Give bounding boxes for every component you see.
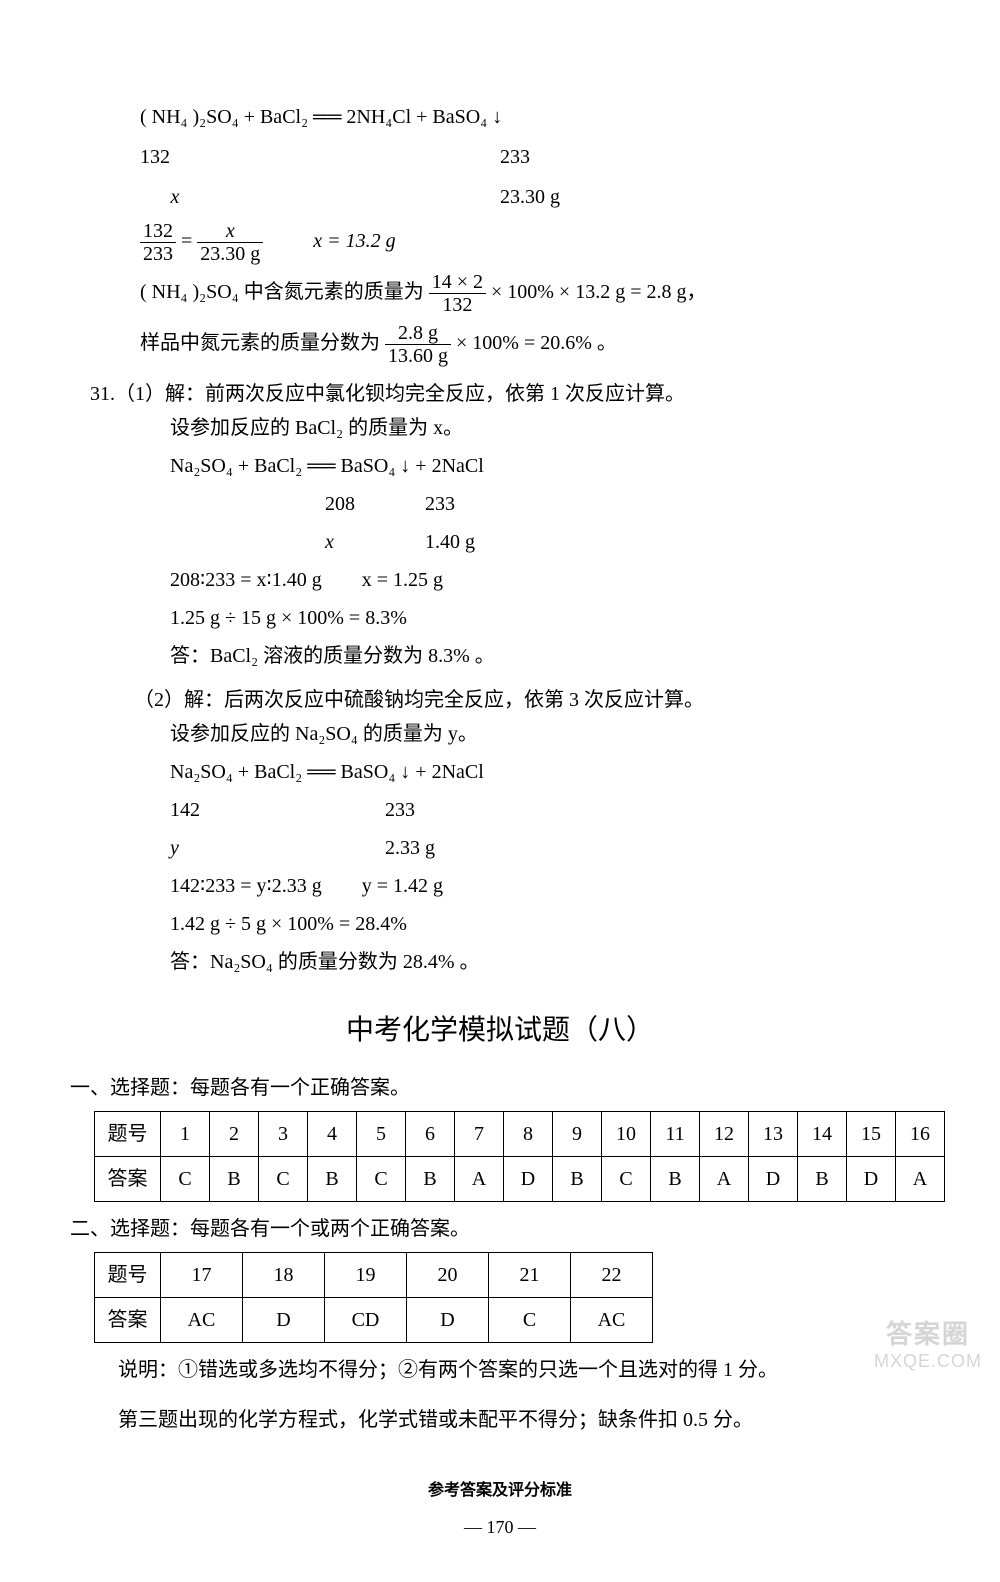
t1-a: A xyxy=(455,1156,504,1201)
t1-n: 2 xyxy=(210,1111,259,1156)
answers-table-2: 题号 17 18 19 20 21 22 答案 AC D CD D C AC xyxy=(94,1252,653,1343)
frac-s: 2.8 g 13.60 g xyxy=(385,322,451,367)
t1-a: C xyxy=(602,1156,651,1201)
frac-n: 14 × 2 132 xyxy=(429,271,486,316)
footer-page-number: — 170 — xyxy=(70,1512,930,1543)
t2-a: AC xyxy=(161,1297,243,1342)
q31-r2-ans: 答：Na₂SO₄ 的质量分数为 28.4% 。 xyxy=(170,945,930,979)
t1-a: D xyxy=(504,1156,553,1201)
q31-p2-set: 设参加反应的 Na₂SO₄ 的质量为 y。 xyxy=(170,717,930,751)
watermark-url: MXQE.COM xyxy=(874,1351,982,1372)
eq30-mass-row2: x 23.30 g xyxy=(140,180,930,214)
q31-r2-mrow1: 142 233 xyxy=(170,793,930,827)
t1-n: 6 xyxy=(406,1111,455,1156)
answers-table-1: 题号 1 2 3 4 5 6 7 8 9 10 11 12 13 14 15 1… xyxy=(94,1111,945,1202)
eq30-proportion: 132 233 = x 23.30 g x = 13.2 g xyxy=(140,220,930,265)
t1-n: 13 xyxy=(749,1111,798,1156)
t1-n: 14 xyxy=(798,1111,847,1156)
t1-n: 16 xyxy=(896,1111,945,1156)
eq30-sample-line: 样品中氮元素的质量分数为 2.8 g 13.60 g × 100% = 20.6… xyxy=(140,322,930,367)
t1-n: 9 xyxy=(553,1111,602,1156)
t1-a: D xyxy=(847,1156,896,1201)
t1-a: D xyxy=(749,1156,798,1201)
t2-n: 17 xyxy=(161,1252,243,1297)
t2-a: D xyxy=(407,1297,489,1342)
table-row: 答案 C B C B C B A D B C B A D B D A xyxy=(95,1156,945,1201)
page-content: ( NH₄ )₂SO₄ + BaCl₂ ══ 2NH₄Cl + BaSO₄ ↓ … xyxy=(0,0,1000,1582)
q31-p1-set: 设参加反应的 BaCl₂ 的质量为 x。 xyxy=(170,411,930,445)
t1-a: B xyxy=(798,1156,847,1201)
eq30-m2a: x xyxy=(140,180,210,214)
t1-a: C xyxy=(357,1156,406,1201)
t1-n: 12 xyxy=(700,1111,749,1156)
t1-label-ans: 答案 xyxy=(95,1156,161,1201)
page-title: 中考化学模拟试题（八） xyxy=(70,1007,930,1055)
q31-p1-head: 31.（1）解：前两次反应中氯化钡均完全反应，依第 1 次反应计算。 xyxy=(90,377,930,411)
note-1: 说明：①错选或多选均不得分；②有两个答案的只选一个且选对的得 1 分。 xyxy=(118,1353,930,1387)
q31-r1-mrow1: 208 233 xyxy=(170,487,930,521)
t1-n: 1 xyxy=(161,1111,210,1156)
q31-reaction1: Na₂SO₄ + BaCl₂ ══ BaSO₄ ↓ + 2NaCl xyxy=(170,449,930,483)
t1-a: B xyxy=(651,1156,700,1201)
q31-r1-mrow2: x 1.40 g xyxy=(170,525,930,559)
eq30-m2b: 23.30 g xyxy=(500,180,560,214)
t1-a: A xyxy=(700,1156,749,1201)
t1-a: A xyxy=(896,1156,945,1201)
watermark-logo: 答案圈 xyxy=(874,1314,982,1351)
frac-right: x 23.30 g xyxy=(197,220,263,265)
frac-left: 132 233 xyxy=(140,220,176,265)
eq30-reaction: ( NH₄ )₂SO₄ + BaCl₂ ══ 2NH₄Cl + BaSO₄ ↓ xyxy=(140,100,930,134)
t1-a: B xyxy=(406,1156,455,1201)
eq30-solve-x: x = 13.2 g xyxy=(313,230,395,252)
q31-r2-mrow2: y 2.33 g xyxy=(170,831,930,865)
q31-r2-ratio: 142∶233 = y∶2.33 g y = 1.42 g xyxy=(170,869,930,903)
t1-a: C xyxy=(259,1156,308,1201)
t1-a: B xyxy=(553,1156,602,1201)
t2-n: 19 xyxy=(325,1252,407,1297)
q31-r1-ratio: 208∶233 = x∶1.40 g x = 1.25 g xyxy=(170,563,930,597)
t1-n: 10 xyxy=(602,1111,651,1156)
t2-n: 21 xyxy=(489,1252,571,1297)
t2-n: 22 xyxy=(571,1252,653,1297)
q31-r2-pct: 1.42 g ÷ 5 g × 100% = 28.4% xyxy=(170,907,930,941)
t2-n: 18 xyxy=(243,1252,325,1297)
t1-n: 8 xyxy=(504,1111,553,1156)
t2-a: C xyxy=(489,1297,571,1342)
t2-label-num: 题号 xyxy=(95,1252,161,1297)
q31-p2-head: （2）解：后两次反应中硫酸钠均完全反应，依第 3 次反应计算。 xyxy=(134,683,930,717)
eq30-nitrogen-line: ( NH₄ )₂SO₄ 中含氮元素的质量为 14 × 2 132 × 100% … xyxy=(140,271,930,316)
t2-a: CD xyxy=(325,1297,407,1342)
t1-a: B xyxy=(210,1156,259,1201)
section1-head: 一、选择题：每题各有一个正确答案。 xyxy=(70,1071,930,1105)
t1-a: C xyxy=(161,1156,210,1201)
t2-a: D xyxy=(243,1297,325,1342)
t1-n: 3 xyxy=(259,1111,308,1156)
eq30-mass-row1: 132 233 xyxy=(140,140,930,174)
t1-n: 5 xyxy=(357,1111,406,1156)
t1-label-num: 题号 xyxy=(95,1111,161,1156)
t1-a: B xyxy=(308,1156,357,1201)
table-row: 答案 AC D CD D C AC xyxy=(95,1297,653,1342)
eq30-m1a: 132 xyxy=(140,140,210,174)
t2-n: 20 xyxy=(407,1252,489,1297)
t2-label-ans: 答案 xyxy=(95,1297,161,1342)
t1-n: 7 xyxy=(455,1111,504,1156)
eq30-m1b: 233 xyxy=(500,140,530,174)
footer-title: 参考答案及评分标准 xyxy=(70,1477,930,1504)
watermark: 答案圈 MXQE.COM xyxy=(874,1314,982,1372)
section2-head: 二、选择题：每题各有一个或两个正确答案。 xyxy=(70,1212,930,1246)
t2-a: AC xyxy=(571,1297,653,1342)
q31-reaction2: Na₂SO₄ + BaCl₂ ══ BaSO₄ ↓ + 2NaCl xyxy=(170,755,930,789)
table-row: 题号 17 18 19 20 21 22 xyxy=(95,1252,653,1297)
t1-n: 11 xyxy=(651,1111,700,1156)
t1-n: 15 xyxy=(847,1111,896,1156)
q31-r1-ans: 答：BaCl₂ 溶液的质量分数为 8.3% 。 xyxy=(170,639,930,673)
note-2: 第三题出现的化学方程式，化学式错或未配平不得分；缺条件扣 0.5 分。 xyxy=(118,1403,930,1437)
t1-n: 4 xyxy=(308,1111,357,1156)
table-row: 题号 1 2 3 4 5 6 7 8 9 10 11 12 13 14 15 1… xyxy=(95,1111,945,1156)
q31-r1-pct: 1.25 g ÷ 15 g × 100% = 8.3% xyxy=(170,601,930,635)
